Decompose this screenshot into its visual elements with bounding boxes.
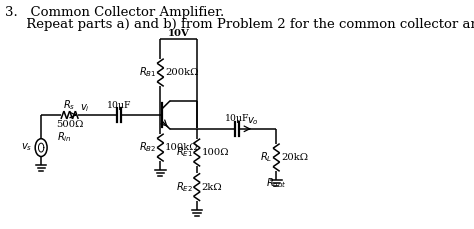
Text: $R_{B2}$: $R_{B2}$	[139, 141, 156, 155]
Text: $R_s$: $R_s$	[64, 98, 76, 112]
Text: $R_{out}$: $R_{out}$	[266, 176, 287, 190]
Text: 100kΩ: 100kΩ	[165, 143, 199, 152]
Text: $R_{E2}$: $R_{E2}$	[176, 180, 193, 194]
Text: 500Ω: 500Ω	[56, 120, 83, 129]
Text: 10μF: 10μF	[224, 114, 249, 123]
Text: $R_{E1}$: $R_{E1}$	[176, 146, 193, 159]
Text: 3.   Common Collector Amplifier.: 3. Common Collector Amplifier.	[5, 6, 224, 19]
Text: $R_L$: $R_L$	[260, 151, 273, 164]
Text: $v_s$: $v_s$	[21, 142, 33, 153]
Text: 10V: 10V	[167, 28, 189, 38]
Text: 20kΩ: 20kΩ	[281, 153, 308, 162]
Text: 2kΩ: 2kΩ	[201, 183, 222, 192]
Text: $v_i$: $v_i$	[80, 102, 90, 114]
Text: 100Ω: 100Ω	[201, 148, 229, 157]
Text: $v_o$: $v_o$	[247, 115, 259, 127]
Text: Repeat parts a) and b) from Problem 2 for the common collector amplifier.: Repeat parts a) and b) from Problem 2 fo…	[5, 18, 474, 31]
Text: 10μF: 10μF	[107, 101, 132, 110]
Text: $R_{B1}$: $R_{B1}$	[139, 66, 156, 79]
Text: $R_{in}$: $R_{in}$	[57, 130, 72, 144]
Text: 200kΩ: 200kΩ	[165, 68, 199, 77]
